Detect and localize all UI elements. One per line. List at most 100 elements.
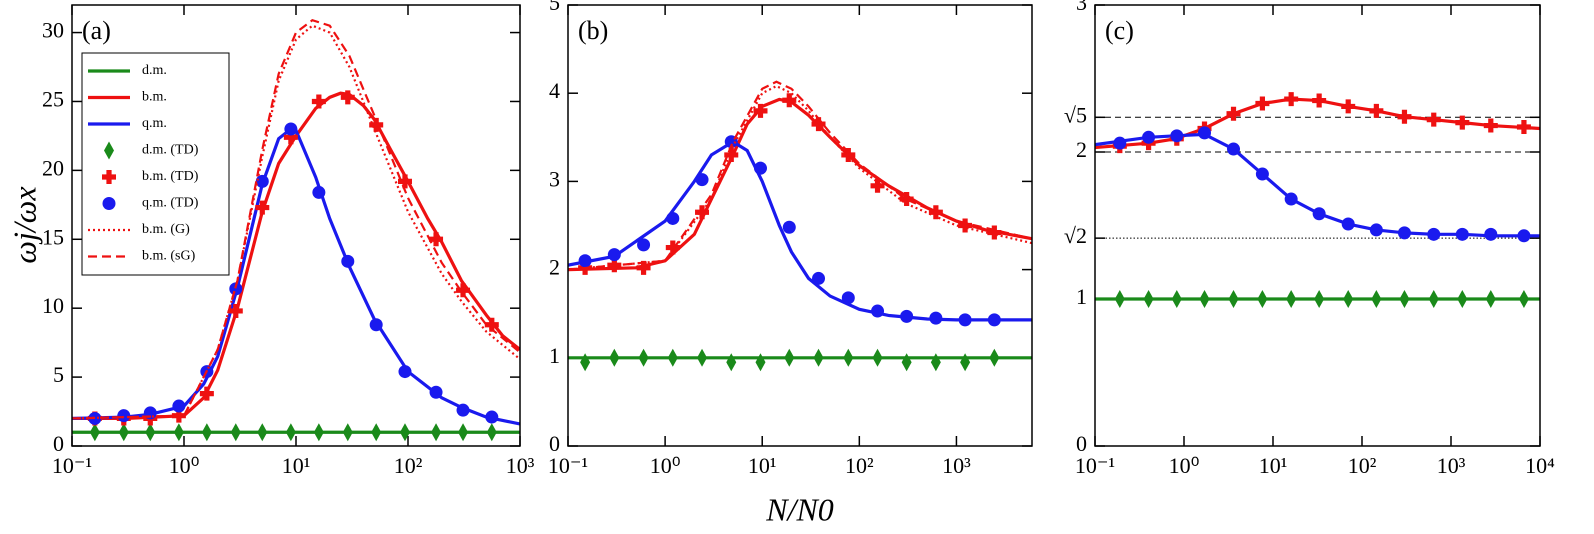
- point: [1284, 92, 1299, 107]
- point: [1428, 290, 1439, 308]
- point: [486, 423, 497, 442]
- legend-marker: [102, 197, 116, 210]
- point: [870, 178, 885, 193]
- x-tick-label: 10⁰: [650, 453, 681, 478]
- y-tick-label: 25: [42, 87, 64, 112]
- point: [724, 147, 739, 162]
- point: [311, 94, 326, 109]
- legend-label: q.m.: [142, 116, 167, 131]
- point: [637, 238, 651, 252]
- point: [813, 348, 824, 367]
- point: [283, 130, 298, 145]
- point: [1517, 229, 1531, 243]
- point: [1371, 290, 1382, 308]
- y-tick-label: 3: [1076, 0, 1087, 15]
- x-tick-label: 10⁰: [1169, 453, 1200, 478]
- x-tick-label: 10⁻¹: [548, 453, 588, 478]
- series-line: [1095, 132, 1540, 238]
- point: [930, 353, 941, 372]
- point: [753, 103, 768, 118]
- point: [1255, 167, 1269, 181]
- y-tick-label: 30: [42, 18, 64, 43]
- point: [172, 399, 186, 413]
- point: [638, 348, 649, 367]
- point: [987, 313, 1001, 327]
- point: [1255, 96, 1270, 111]
- legend-label: b.m. (G): [142, 222, 190, 237]
- point: [989, 348, 1000, 367]
- point: [1170, 129, 1184, 143]
- point: [429, 232, 444, 247]
- point: [1341, 217, 1355, 231]
- point: [812, 271, 826, 285]
- point: [313, 423, 324, 442]
- point: [841, 147, 856, 162]
- point: [726, 353, 737, 372]
- legend-label: b.m.: [142, 90, 167, 105]
- series-line: [568, 80, 1032, 271]
- point: [1369, 103, 1384, 118]
- point: [609, 348, 620, 367]
- point: [1518, 290, 1529, 308]
- x-tick-label: 10⁰: [169, 453, 200, 478]
- point: [429, 385, 443, 399]
- panel-label: (c): [1105, 16, 1134, 45]
- point: [1314, 290, 1325, 308]
- panel-label: (b): [578, 16, 608, 45]
- legend-label: q.m. (TD): [142, 196, 199, 211]
- y-tick-label: 1: [1076, 284, 1087, 309]
- point: [580, 353, 591, 372]
- point: [397, 174, 412, 189]
- point: [1198, 126, 1212, 140]
- point: [900, 309, 914, 323]
- point: [399, 423, 410, 442]
- point: [1312, 93, 1327, 108]
- point: [636, 260, 651, 275]
- point: [257, 423, 268, 442]
- x-tick-label: 10⁻¹: [52, 453, 92, 478]
- point: [871, 304, 885, 318]
- panel: 10⁻¹ 10⁰ 10¹ 10² 10³ 0 5 10 15 20 25 30 (a) ωj/ωx d.m.…: [6, 4, 535, 478]
- point: [784, 348, 795, 367]
- point: [1426, 112, 1441, 127]
- point: [843, 348, 854, 367]
- point: [173, 423, 184, 442]
- y-tick-label: 0: [1076, 431, 1087, 456]
- point: [312, 185, 326, 199]
- series-line: [72, 18, 520, 420]
- point: [1427, 227, 1441, 241]
- y-tick-label: 0: [53, 431, 64, 456]
- series-line: [72, 91, 520, 421]
- legend-marker: [104, 141, 114, 160]
- axes-frame: [1094, 4, 1541, 447]
- point: [484, 317, 499, 332]
- panel-label: (a): [82, 16, 111, 45]
- point: [666, 211, 680, 225]
- y-tick-label: 15: [42, 224, 64, 249]
- point: [145, 423, 156, 442]
- point: [199, 386, 214, 401]
- point: [342, 423, 353, 442]
- point: [697, 348, 708, 367]
- point: [755, 353, 766, 372]
- axes-frame: [71, 4, 521, 447]
- point: [341, 254, 355, 268]
- point: [1312, 207, 1326, 221]
- point: [1455, 115, 1470, 130]
- legend-label: d.m.: [142, 63, 167, 78]
- point: [782, 220, 796, 234]
- y-tick-label: 2: [549, 255, 560, 280]
- point: [1286, 290, 1297, 308]
- point: [1142, 130, 1156, 144]
- point: [960, 353, 971, 372]
- plot-area: [568, 80, 1032, 372]
- plot-area: [72, 18, 520, 442]
- point: [340, 90, 355, 105]
- point: [753, 161, 767, 175]
- x-tick-label: 10²: [394, 453, 423, 478]
- point: [695, 205, 710, 220]
- axes-frame: [567, 4, 1033, 447]
- point: [228, 303, 243, 318]
- point: [369, 117, 384, 132]
